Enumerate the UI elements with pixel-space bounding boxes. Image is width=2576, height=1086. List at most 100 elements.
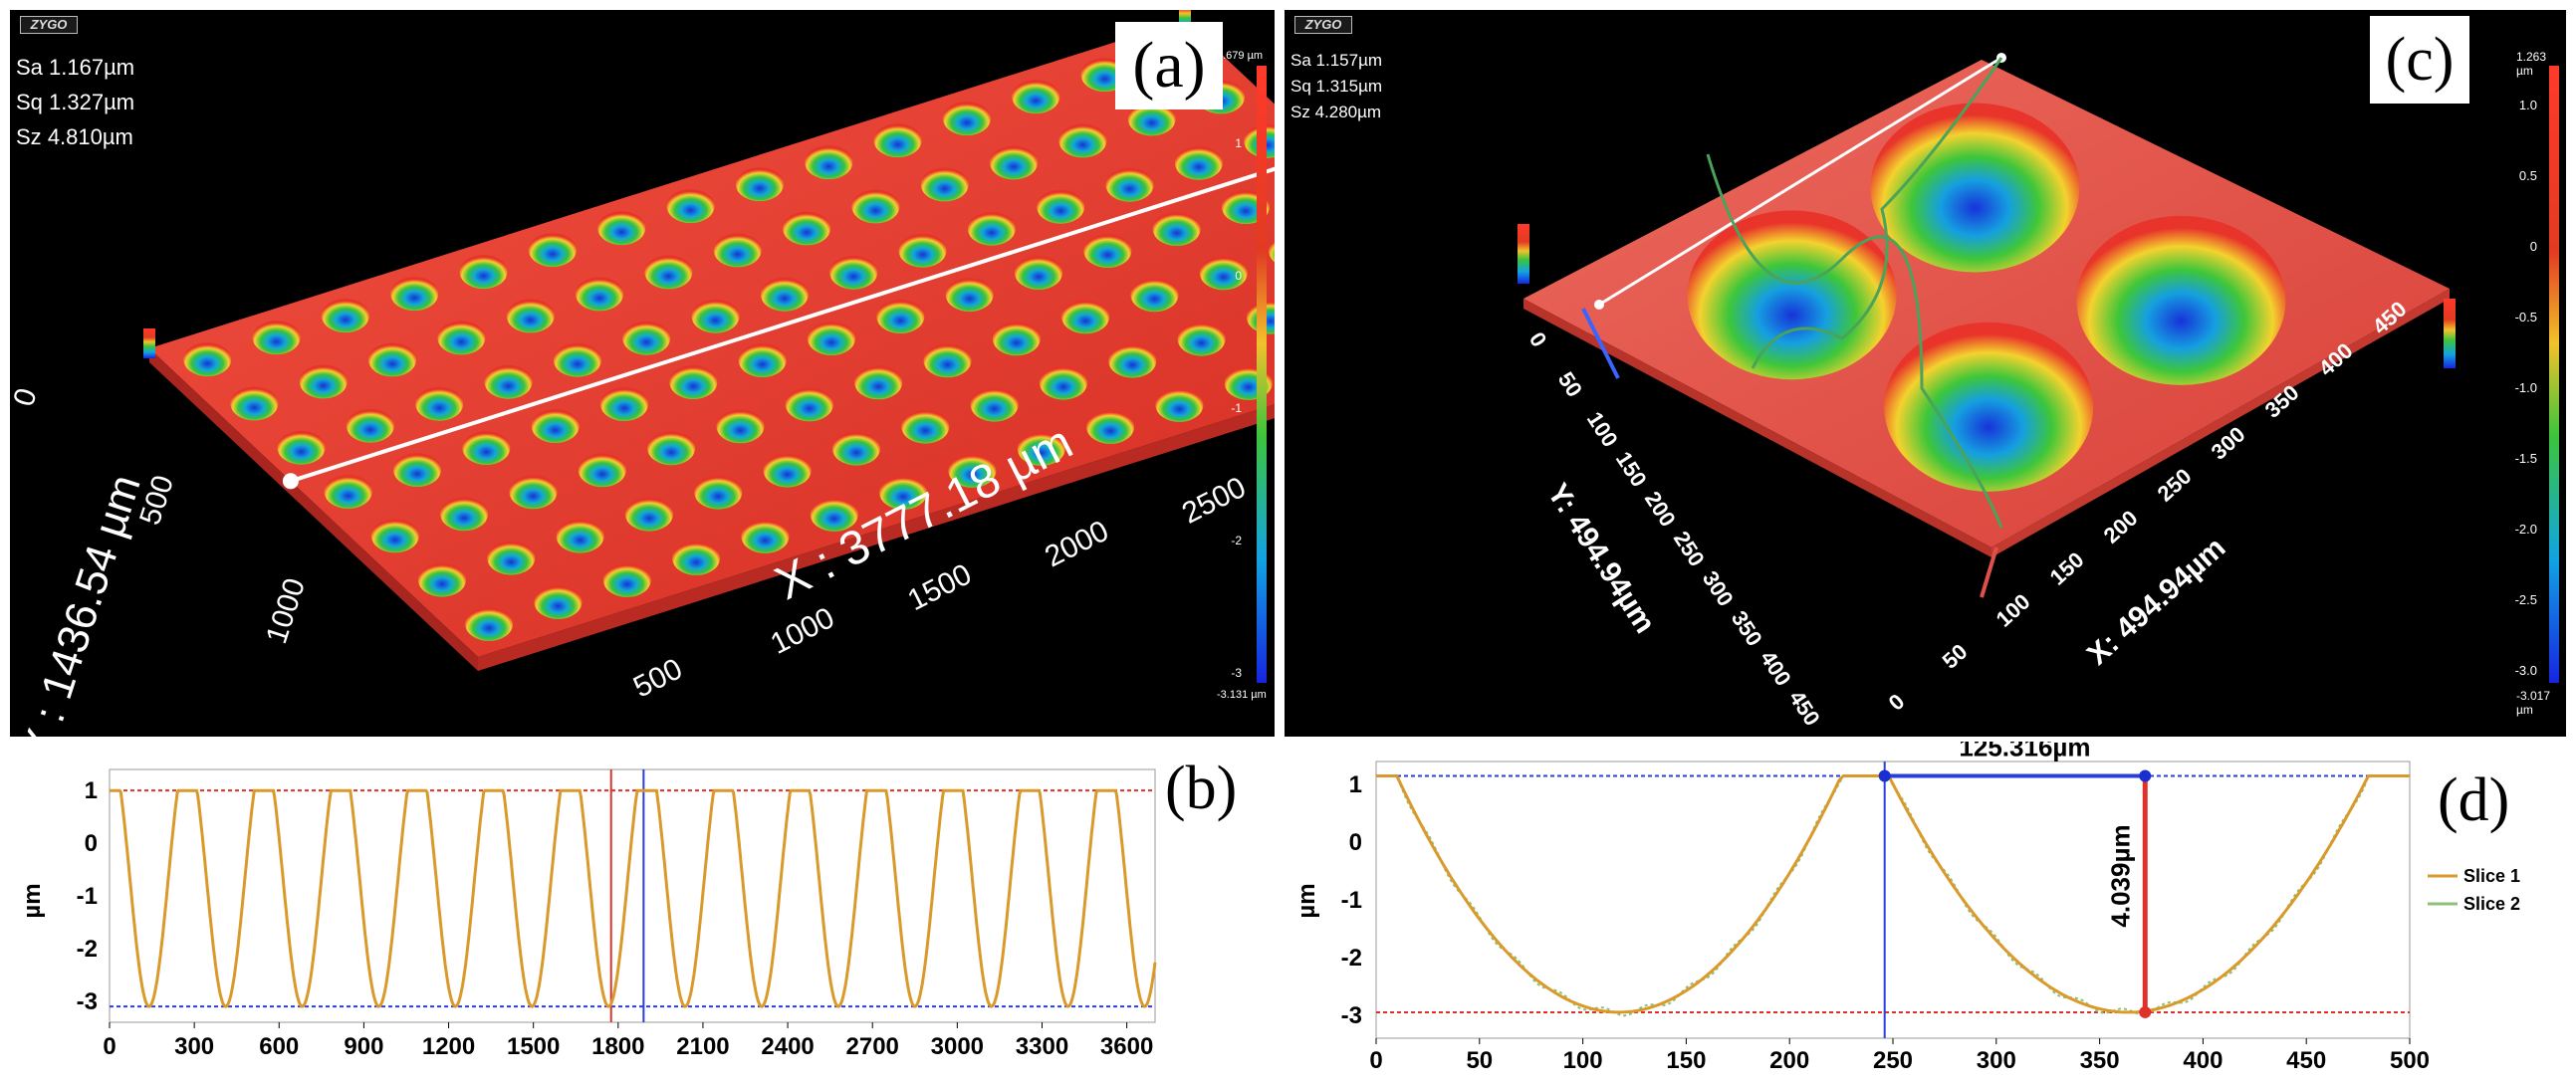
x-tick-label: 2700 [846, 1033, 899, 1060]
dimple-well [694, 475, 743, 510]
measure-point [2139, 769, 2152, 782]
panel-label-b: (b) [1165, 755, 1238, 822]
colorbar-tick-label: -2.0 [2515, 522, 2537, 537]
dimple-well [1012, 80, 1060, 114]
surface-side-edge [1523, 299, 1991, 557]
profile-chart-d: 125.316µm 4.039µm 0 50 100 150 200 250 300 350 400… [1293, 742, 2520, 1074]
x-tick-label: 100 [1563, 1047, 1603, 1074]
dimple-well [1870, 103, 2080, 273]
profile-line [1598, 56, 2002, 307]
dimple-well [1105, 167, 1154, 202]
roughness-stats: Sa 1.157µm Sq 1.315µm Sz 4.280µm [1290, 48, 1382, 125]
dimple-well [948, 453, 997, 488]
x-tick-label: 2500 [1177, 471, 1251, 531]
dimple-well [876, 300, 925, 333]
dimple-well [1884, 322, 2094, 492]
dimple-well [531, 409, 580, 443]
x-tick-label: 0 [1369, 1047, 1382, 1074]
dimple-well [506, 299, 555, 333]
y-axis-label: µm [19, 883, 46, 918]
dimple-well [602, 562, 651, 597]
x-tick-label: 50 [1938, 639, 1973, 674]
roughness-stats: Sa 1.167µm Sq 1.327µm Sz 4.810µm [16, 50, 134, 154]
y-tick-label: 0 [1349, 829, 1362, 856]
dimple-well [873, 123, 922, 158]
x-tick-label: 250 [2153, 464, 2197, 507]
dimple-well [390, 277, 439, 312]
dimple-well [393, 453, 441, 487]
dimple-well [1269, 240, 1275, 263]
zygo-logo: ZYGO [1294, 16, 1352, 34]
dimple-well [992, 322, 1041, 356]
dimple-well [1083, 234, 1132, 268]
dimple-well [879, 475, 928, 510]
colorbar-tick-label: -1 [1231, 401, 1242, 415]
dimple-well [831, 431, 880, 466]
dimple-well [854, 365, 903, 400]
slice-curve [1706, 153, 2003, 529]
dimple-well [805, 145, 853, 180]
surface-front-edge [478, 404, 1275, 671]
y-tick-label: 350 [1727, 606, 1767, 650]
dimple-well [669, 365, 718, 399]
corner-post [1980, 546, 1998, 598]
x-tick-label: 200 [2099, 506, 2143, 548]
surface-side-edge [149, 348, 478, 671]
dimple-well [741, 519, 790, 553]
dimple-well [735, 167, 784, 202]
y-tick-label: -2 [1341, 945, 1362, 972]
dimple-well [321, 299, 369, 333]
profile-line-start [1594, 300, 1604, 310]
y-tick-label: 1 [85, 777, 98, 804]
x-tick-label: 600 [259, 1033, 299, 1060]
x-tick-label: 300 [1977, 1047, 2016, 1074]
panel-label-d: (d) [2438, 766, 2510, 834]
y-tick-label: -3 [1341, 1002, 1362, 1029]
dimple-well [967, 211, 1016, 246]
colorbar-tick-label: -2 [1231, 534, 1242, 547]
dimple-well [1127, 102, 1176, 136]
x-tick-label: 3600 [1100, 1033, 1153, 1060]
x-tick-label: 500 [628, 652, 688, 704]
x-tick-label: 250 [1873, 1047, 1913, 1074]
colorbar-tick-label: -3.0 [2515, 663, 2537, 678]
x-tick-label: 3000 [931, 1033, 984, 1060]
x-tick-label: 1200 [422, 1033, 475, 1060]
legend-label: Slice 1 [2463, 866, 2520, 886]
profile-line-start [282, 473, 299, 490]
x-tick-label: 2000 [1040, 515, 1113, 574]
dimple-well [597, 211, 646, 246]
dimple-well [716, 409, 765, 444]
depth-measure-label: 4.039µm [2105, 824, 2135, 927]
profile-series [110, 788, 1157, 1008]
dimple-well [324, 475, 372, 509]
dimple-well [970, 387, 1019, 422]
colorbar-tick-label: -1.5 [2515, 451, 2537, 466]
dimple-well [1037, 189, 1085, 224]
stat-sa: Sa 1.167µm [16, 55, 135, 80]
dimple-well [1199, 256, 1248, 291]
dimple-well [920, 167, 969, 202]
x-tick-label: 0 [1884, 689, 1910, 716]
colorbar [2549, 66, 2559, 683]
y-tick-label: 50 [1553, 367, 1587, 401]
colorbar-tick-label: -2.5 [2515, 592, 2537, 607]
dimple-well [487, 541, 536, 575]
dimple-well [183, 342, 232, 377]
measure-point [2139, 1005, 2152, 1018]
dimple-well [440, 497, 489, 532]
dimple-well [810, 497, 858, 532]
dimple-well [1130, 278, 1179, 313]
surface-plot-a: 5001000150020002500300035000500100010-1-… [10, 10, 1275, 705]
x-tick-label: 50 [1466, 1047, 1493, 1074]
colorbar-tick-label: 1.0 [2519, 98, 2537, 112]
panel-label-c: (c) [2370, 16, 2469, 104]
dimple-well [783, 211, 831, 246]
dimple-well [713, 233, 762, 268]
dimple-well [1174, 145, 1223, 180]
dimple-well [738, 343, 787, 377]
surface-front-edge [1991, 289, 2450, 557]
colorbar-tick-label: -3 [1231, 666, 1242, 680]
corner-post [1581, 308, 1620, 379]
colorbar [1257, 66, 1267, 683]
